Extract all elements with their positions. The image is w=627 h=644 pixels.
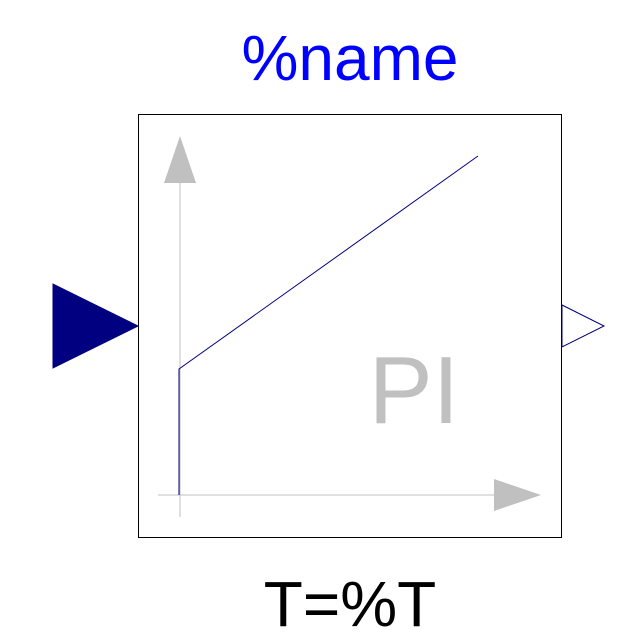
x-axis-arrow-icon (494, 479, 541, 511)
input-port-icon[interactable] (52, 283, 140, 369)
block-type-text: PI (369, 337, 460, 444)
output-port-icon[interactable] (561, 304, 606, 348)
step-response-curve (178, 155, 479, 495)
x-axis (158, 479, 541, 511)
block-name-label: %name (242, 22, 459, 94)
y-axis-arrow-icon (164, 136, 196, 183)
y-axis (164, 136, 196, 517)
block-frame[interactable] (138, 114, 562, 538)
parameter-label: T=%T (264, 568, 436, 640)
